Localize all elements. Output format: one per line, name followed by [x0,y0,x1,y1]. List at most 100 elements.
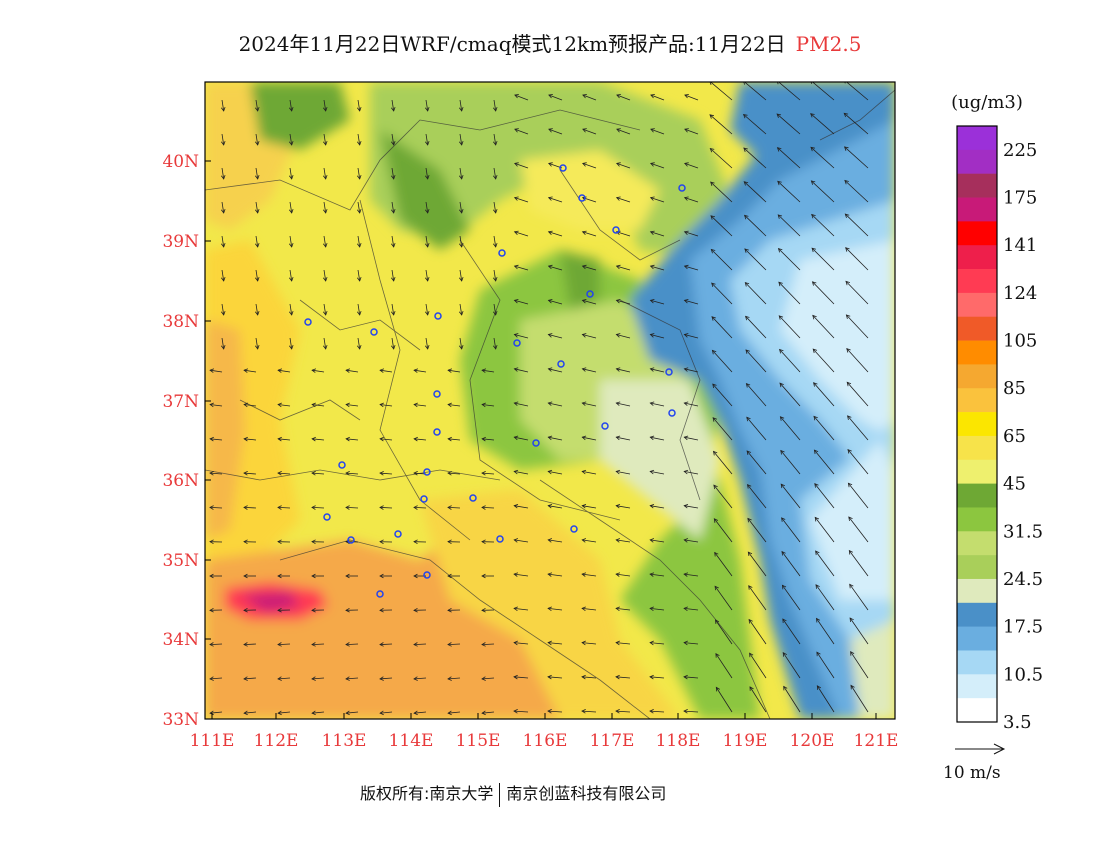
wind-arrowhead [816,651,821,657]
wind-arrow [710,82,733,101]
wind-arrowhead [650,94,655,99]
city-marker [304,318,312,326]
wind-arrowhead [413,471,418,476]
wind-arrow [210,438,223,441]
wind-arrow [582,334,597,339]
wind-arrowhead [849,617,854,623]
wind-arrowhead [711,349,717,355]
wind-arrowhead [615,264,621,270]
legend-label: 17.5 [1003,617,1043,638]
wind-arrowhead [322,344,328,350]
wind-arrowhead [582,162,587,167]
wind-arrow [221,269,225,281]
city-marker [578,194,586,202]
wind-arrowhead [547,709,552,714]
wind-arrowhead [814,483,819,488]
wind-arrow [650,368,665,373]
wind-arrow [747,551,767,577]
wind-arrowhead [714,551,719,557]
city-marker [323,513,331,521]
wind-arrowhead [847,448,852,454]
wind-arrowhead [582,94,587,99]
legend-swatch [957,173,997,198]
wind-arrowhead [711,316,716,321]
wind-arrow [278,711,291,714]
city-marker [678,184,686,192]
wind-arrow [514,402,529,407]
wind-arrow [650,299,665,305]
wind-arrow [816,685,835,713]
wind-arrowhead [277,368,283,373]
wind-arrowhead [514,94,519,99]
wind-arrowhead [615,709,620,714]
legend-swatch [957,507,997,532]
wind-arrowhead [649,504,655,509]
wind-arrow [255,99,259,111]
wind-arrowhead [254,140,260,146]
legend-swatch [957,435,997,461]
wind-arrowhead [547,504,553,509]
wind-arrowhead [715,619,720,624]
wind-arrowhead [744,282,750,287]
legend-swatch [957,364,997,389]
wind-arrowhead [220,276,226,282]
wind-arrowhead [813,449,819,455]
wind-arrowhead [447,368,453,373]
wind-arrowhead [742,113,748,119]
wind-arrowhead [254,276,260,282]
wind-arrowhead [776,147,782,152]
lat-axis: 40N 39N 38N 37N 36N 35N 34N 33N [162,152,211,730]
wind-arrowhead [776,113,782,118]
wind-arrow [448,438,461,441]
wind-arrow [650,539,665,543]
city-marker [665,368,673,376]
wind-arrowhead [379,710,384,716]
wind-arrow [650,231,665,237]
wind-arrow [778,82,801,101]
lat-label: 33N [162,710,199,730]
wind-arrow [582,539,597,543]
wind-arrow [746,417,767,441]
legend-swatch [957,149,997,174]
wind-arrowhead [743,147,748,153]
wind-arrow [846,82,869,101]
city-marker [570,525,578,533]
wind-arrowhead [513,469,519,475]
wind-arrowhead [649,299,655,304]
wind-arrow [323,235,327,247]
wind-arrow [312,438,325,441]
wind-arrowhead [345,642,350,647]
wind-arrowhead [356,242,362,248]
wind-arrowhead [683,299,689,304]
wind-arrow [650,436,665,441]
wind-arrowhead [209,676,214,681]
wind-arrow [357,269,361,281]
wind-arrowhead [847,415,852,420]
wind-arrowhead [277,505,282,510]
city-marker [434,312,442,320]
legend-swatch [957,602,997,627]
wind-arrow [459,235,463,247]
wind-arrow [548,299,563,305]
wind-arrow [811,180,835,203]
city-marker [370,328,378,336]
wind-arrow [811,214,835,237]
wind-arrowhead [581,299,587,304]
wind-arrow [255,235,259,247]
wind-arrow [459,337,463,349]
wind-arrowhead [458,174,464,180]
wind-arrow [243,677,257,680]
wind-arrow [459,269,463,281]
wind-arrowhead [710,181,715,187]
wind-arrow [846,314,869,339]
wind-arrow [848,516,869,543]
wind-arrowhead [615,504,621,509]
wind-arrow [582,299,597,305]
legend-swatch [957,555,997,580]
city-marker [586,290,594,298]
wind-arrow [847,449,869,475]
wind-arrow [810,147,835,169]
wind-arrowhead [581,435,587,441]
wind-arrow [684,163,699,169]
wind-arrow [749,686,767,713]
